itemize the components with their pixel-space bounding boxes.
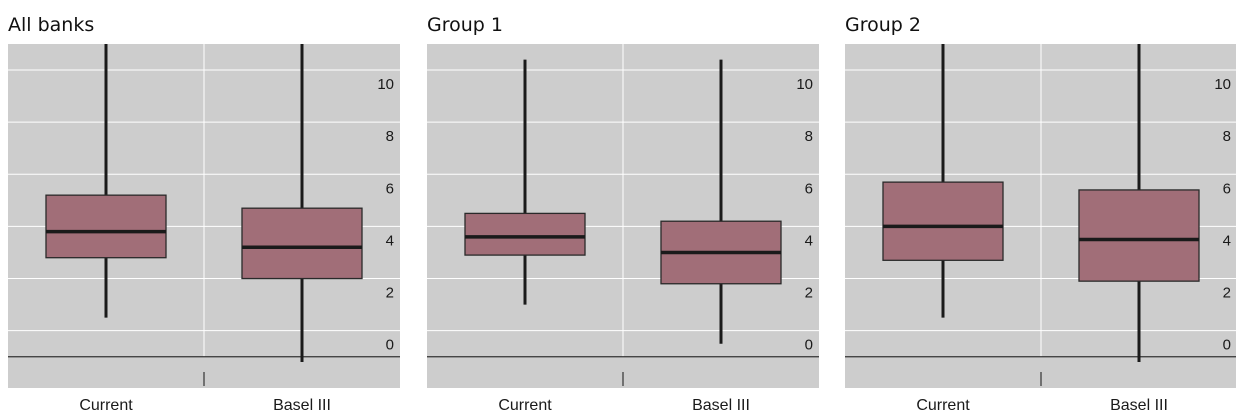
y-tick-label: 2 <box>386 285 394 302</box>
y-tick-label: 10 <box>1214 76 1231 93</box>
box <box>45 194 167 259</box>
panel-title: Group 1 <box>427 14 503 36</box>
y-tick-label: 6 <box>1223 180 1231 197</box>
y-tick-label: 2 <box>1223 285 1231 302</box>
panel-title: All banks <box>8 14 95 36</box>
x-category-label: Basel III <box>273 397 331 414</box>
boxplot-all-banks: 0 2 4 6 8 10 Current Basel III <box>8 44 400 414</box>
boxplot-group-2: 0 2 4 6 8 10 Current Basel III <box>845 44 1236 414</box>
y-tick-label: 10 <box>796 76 813 93</box>
box <box>882 181 1004 261</box>
y-tick-label: 2 <box>805 285 813 302</box>
x-category-label: Current <box>916 397 970 414</box>
box <box>1078 189 1200 282</box>
box <box>241 207 363 280</box>
y-tick-label: 0 <box>386 337 394 354</box>
y-tick-label: 6 <box>386 180 394 197</box>
y-tick-label: 6 <box>805 180 813 197</box>
y-tick-label: 0 <box>805 337 813 354</box>
boxplot-group-1: 0 2 4 6 8 10 Current Basel III <box>427 44 819 414</box>
x-category-label: Basel III <box>1110 397 1168 414</box>
y-tick-label: 10 <box>377 76 394 93</box>
x-category-label: Current <box>79 397 133 414</box>
y-tick-label: 0 <box>1223 337 1231 354</box>
y-tick-label: 4 <box>1223 232 1231 249</box>
panel-title: Group 2 <box>845 14 921 36</box>
x-category-label: Current <box>498 397 552 414</box>
x-category-label: Basel III <box>692 397 750 414</box>
y-tick-label: 4 <box>805 232 813 249</box>
y-tick-label: 8 <box>1223 128 1231 145</box>
y-tick-label: 8 <box>805 128 813 145</box>
y-tick-label: 4 <box>386 232 394 249</box>
box <box>464 212 586 256</box>
y-tick-label: 8 <box>386 128 394 145</box>
